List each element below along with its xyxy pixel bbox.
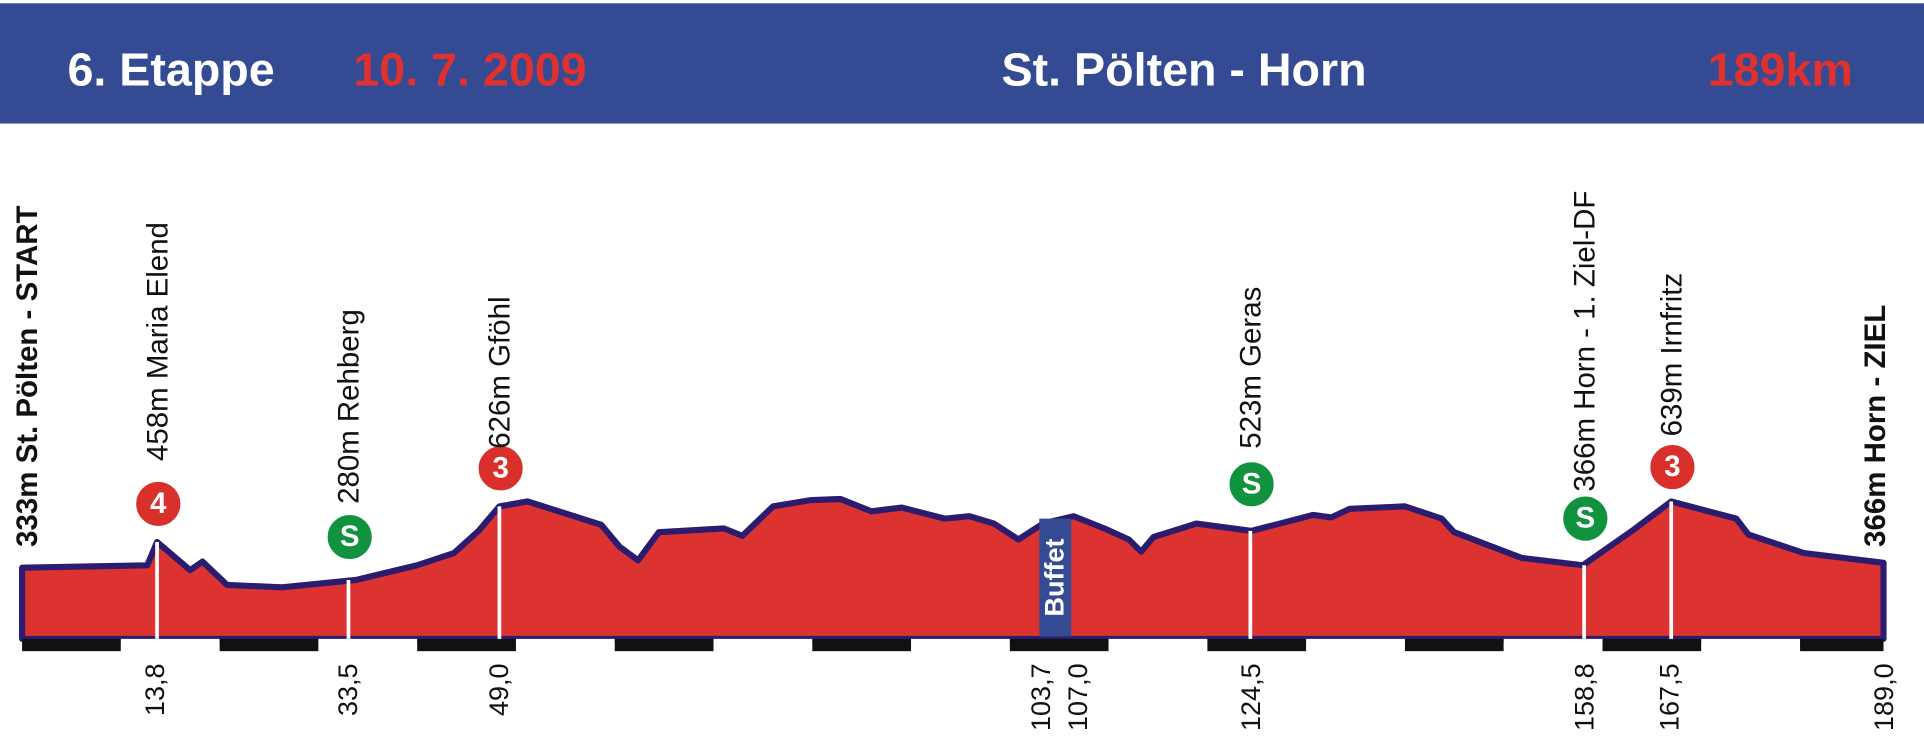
- waypoint-icon: [1560, 494, 1610, 544]
- bar-segment: [1108, 638, 1208, 652]
- bar-segment: [1800, 638, 1884, 652]
- bar-segment: [1503, 638, 1603, 652]
- bar-segment: [911, 638, 1010, 652]
- waypoint-icon-label: S: [340, 520, 360, 553]
- buffet-label: Buffet: [1040, 539, 1070, 617]
- buffet-box: [1039, 518, 1072, 637]
- stage-title: 6. Etappe: [67, 44, 274, 96]
- bar-segment: [417, 638, 516, 652]
- bar-segment: [515, 638, 615, 652]
- elevation-profile: [19, 495, 1887, 642]
- waypoint-icon: [1227, 459, 1277, 509]
- bar-segment: [22, 638, 121, 652]
- waypoint-icon-label: 3: [1664, 450, 1680, 483]
- waypoint-label: 366m Horn - 1. Ziel-DF: [1568, 191, 1601, 492]
- bar-segment: [1701, 638, 1801, 652]
- waypoint-label: 639m Irnfritz: [1655, 273, 1688, 437]
- stage-distance: 189km: [1708, 44, 1853, 96]
- finish-label: 366m Horn - ZIEL: [1859, 305, 1892, 547]
- waypoint-icon-label: 4: [150, 487, 167, 520]
- waypoint-label: 458m Maria Elend: [141, 222, 174, 461]
- bar-segment: [1602, 638, 1702, 652]
- stage-route: St. Pölten - Horn: [1002, 44, 1367, 96]
- bar-segment: [1207, 638, 1307, 652]
- waypoint-icon: [133, 479, 183, 529]
- waypoint-icon: [325, 512, 375, 562]
- waypoint-icon: [1647, 442, 1697, 492]
- waypoint-icon-label: S: [1242, 467, 1262, 500]
- km-label: 13,8: [140, 663, 170, 716]
- km-label: 103,7: [1026, 663, 1056, 731]
- km-label: 33,5: [333, 663, 363, 716]
- km-label: 124,5: [1236, 663, 1266, 731]
- bar-segment: [1306, 638, 1405, 652]
- bar-segment: [1009, 638, 1109, 652]
- bar-segment: [318, 638, 418, 652]
- bar-segment: [614, 638, 714, 652]
- km-label: 107,0: [1063, 663, 1093, 731]
- bar-segment: [120, 638, 220, 652]
- bar-segment: [219, 638, 319, 652]
- waypoint-label: 626m Gföhl: [484, 297, 517, 449]
- km-label: 158,8: [1570, 663, 1600, 731]
- waypoint-icon-label: S: [1576, 502, 1596, 535]
- bar-segment: [1404, 638, 1504, 652]
- distance-bar: [22, 638, 1884, 652]
- km-label: 189,0: [1869, 663, 1899, 731]
- waypoint-label: 523m Geras: [1235, 287, 1268, 449]
- header-band: [0, 3, 1924, 124]
- km-label: 167,5: [1654, 663, 1684, 731]
- waypoint-icon-label: 3: [492, 451, 508, 484]
- start-label: 333m St. Pölten - START: [11, 206, 44, 547]
- stage-date: 10. 7. 2009: [353, 44, 586, 96]
- bar-segment: [812, 638, 912, 652]
- waypoint-label: 280m Rehberg: [333, 309, 366, 504]
- bar-segment: [713, 638, 813, 652]
- km-label: 49,0: [484, 663, 514, 716]
- waypoint-icon: [476, 443, 526, 493]
